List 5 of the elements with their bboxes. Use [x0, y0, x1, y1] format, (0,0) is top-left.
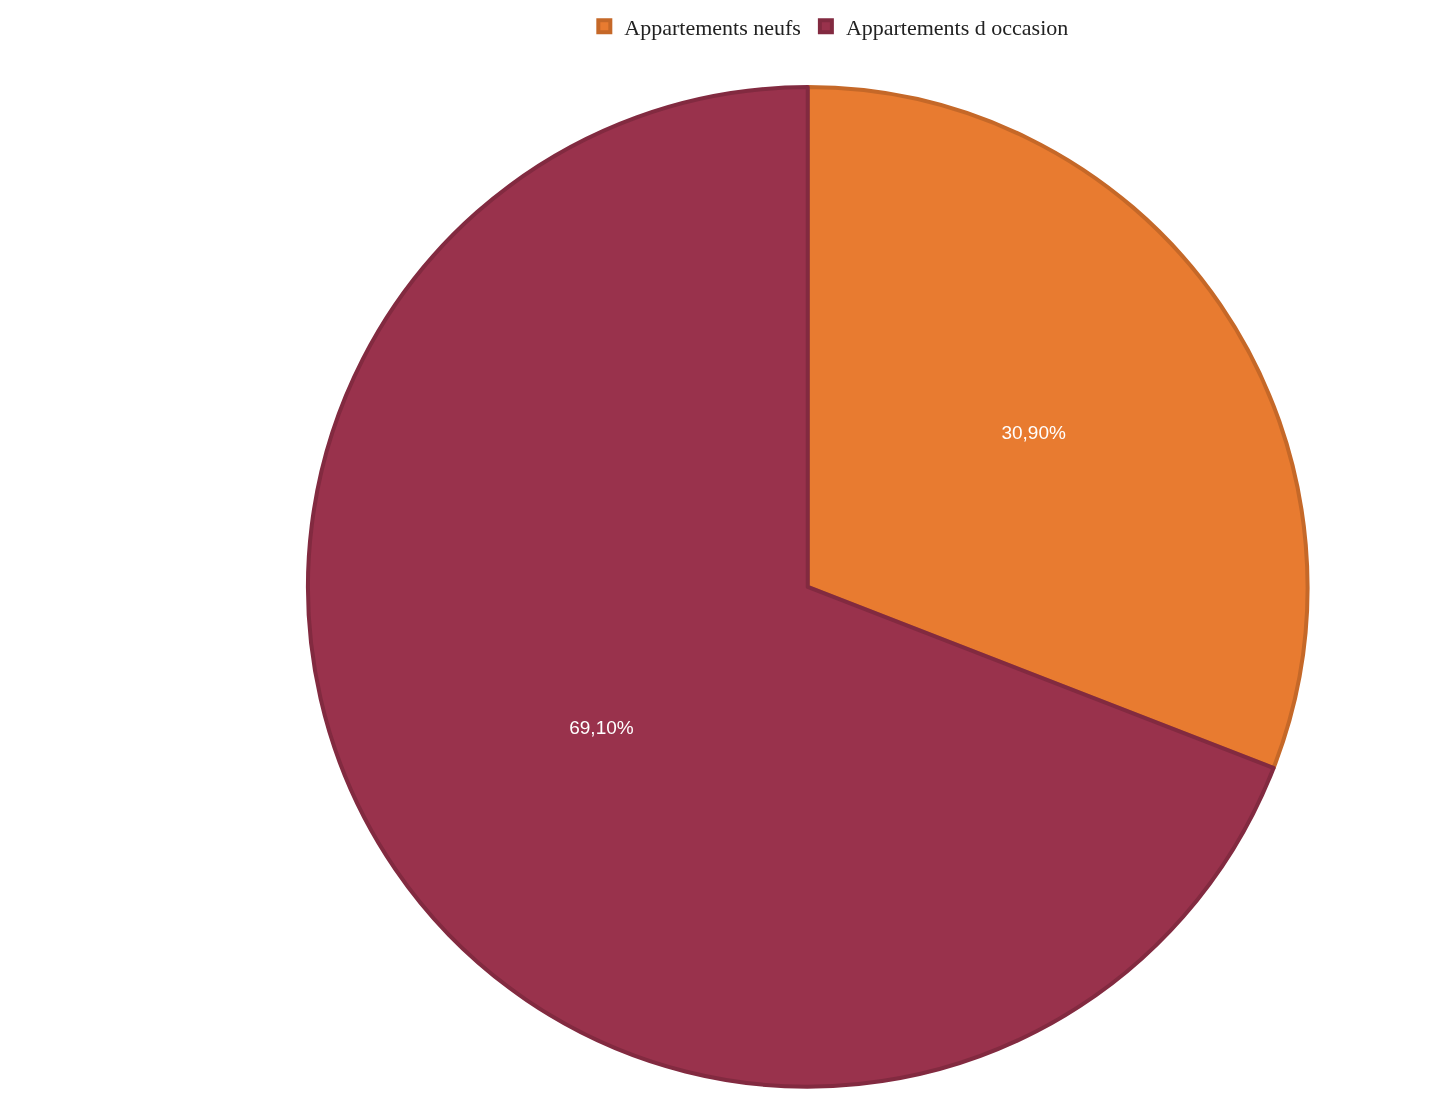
data-label: 69,10% [569, 717, 634, 739]
data-label: 30,90% [1001, 421, 1066, 443]
pie-slice [306, 85, 1276, 1089]
legend-label: Appartements neufs [624, 14, 801, 40]
legend-label: Appartements d occasion [845, 14, 1069, 40]
